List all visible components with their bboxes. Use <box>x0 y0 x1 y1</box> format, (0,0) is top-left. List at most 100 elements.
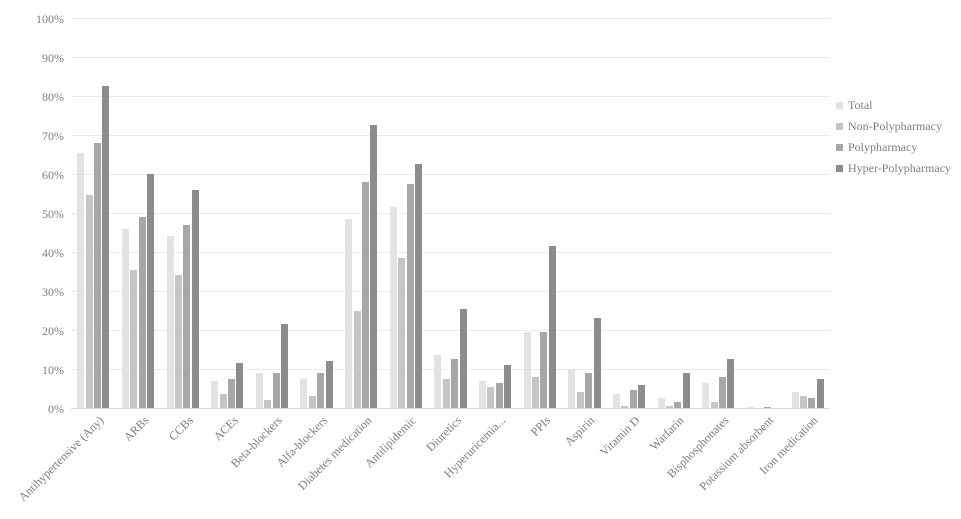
bar-hyper-polypharmacy <box>370 125 378 408</box>
bar-polypharmacy <box>808 398 816 408</box>
bar-hyper-polypharmacy <box>281 324 288 408</box>
bar-total <box>791 392 799 408</box>
bar-total <box>345 218 353 408</box>
bar-hyper-polypharmacy <box>325 361 333 408</box>
gridline <box>71 96 830 97</box>
bar-polypharmacy <box>406 183 414 408</box>
y-tick-label: 40% <box>42 245 64 260</box>
bar-hyper-polypharmacy <box>459 308 467 408</box>
bar-polypharmacy <box>629 390 637 408</box>
bar-total <box>211 380 219 408</box>
bar-polypharmacy <box>94 142 102 408</box>
x-category-label: CCBs <box>165 413 196 444</box>
bar-total <box>479 380 487 408</box>
gridline <box>71 291 830 292</box>
bar-polypharmacy <box>495 382 503 408</box>
x-category-label: Vitamin D <box>596 413 643 459</box>
bar-polypharmacy <box>183 224 191 408</box>
gridline <box>71 18 830 19</box>
bar-non-polypharmacy <box>576 392 584 408</box>
bar-polypharmacy <box>272 372 280 408</box>
bar-non-polypharmacy <box>130 269 138 408</box>
bar-polypharmacy <box>451 359 459 408</box>
legend-label: Non-Polypharmacy <box>848 119 942 133</box>
gridline <box>71 174 830 175</box>
legend-swatch-icon <box>836 144 843 151</box>
bar-total <box>523 331 531 408</box>
bar-hyper-polypharmacy <box>147 174 155 408</box>
bar-polypharmacy <box>361 181 369 408</box>
bar-total <box>389 207 397 408</box>
bar-hyper-polypharmacy <box>414 164 422 408</box>
bar-hyper-polypharmacy <box>191 189 199 408</box>
bar-non-polypharmacy <box>532 376 540 408</box>
bar-non-polypharmacy <box>308 396 316 408</box>
bar-polypharmacy <box>540 331 548 408</box>
y-tick-label: 20% <box>42 323 64 338</box>
x-category-label: Antihypertensive (Any) <box>15 413 107 505</box>
legend-swatch-icon <box>836 165 843 172</box>
bar-hyper-polypharmacy <box>102 86 110 408</box>
legend-item: Total <box>836 99 951 112</box>
bar-hyper-polypharmacy <box>548 246 556 408</box>
bar-hyper-polypharmacy <box>593 318 601 408</box>
bar-non-polypharmacy <box>174 275 182 408</box>
x-category-label: ARBs <box>120 413 152 444</box>
x-category-label: PPIs <box>527 413 553 439</box>
legend-swatch-icon <box>836 123 843 130</box>
bar-total <box>300 378 308 408</box>
y-tick-label: 30% <box>42 284 64 299</box>
bar-non-polypharmacy <box>264 400 272 408</box>
legend-item: Non-Polypharmacy <box>836 120 951 133</box>
bar-total <box>255 372 263 408</box>
bar-non-polypharmacy <box>710 402 718 408</box>
legend-label: Polypharmacy <box>848 140 918 154</box>
bar-total <box>166 236 174 408</box>
bar-total <box>77 152 85 408</box>
bar-non-polypharmacy <box>85 195 93 408</box>
gridline <box>71 213 830 214</box>
bar-total <box>702 382 710 408</box>
gridline <box>71 57 830 58</box>
bar-hyper-polypharmacy <box>236 363 244 408</box>
x-category-label: Aspirin <box>562 413 598 449</box>
bar-polypharmacy <box>138 216 146 408</box>
bar-polypharmacy <box>227 378 235 408</box>
bar-hyper-polypharmacy <box>682 372 690 408</box>
bar-total <box>121 228 129 408</box>
bar-total <box>434 355 442 408</box>
bar-non-polypharmacy <box>219 394 227 408</box>
y-tick-label: 90% <box>42 50 64 65</box>
legend-swatch-icon <box>836 102 843 109</box>
legend: Total Non-Polypharmacy Polypharmacy Hyper-P… <box>836 99 951 183</box>
bar-hyper-polypharmacy <box>504 365 512 408</box>
y-tick-label: 60% <box>42 167 64 182</box>
bar-polypharmacy <box>674 402 682 408</box>
y-tick-label: 50% <box>42 206 64 221</box>
x-category-label: Warfarin <box>647 413 687 454</box>
x-category-label: Diuretics <box>422 413 464 455</box>
gridline <box>71 369 830 370</box>
gridline <box>71 252 830 253</box>
x-category-label: ACEs <box>210 413 241 444</box>
bar-non-polypharmacy <box>442 378 450 408</box>
bar-hyper-polypharmacy <box>816 378 824 408</box>
bar-non-polypharmacy <box>398 257 406 408</box>
bar-polypharmacy <box>763 406 771 408</box>
legend-item: Polypharmacy <box>836 141 951 154</box>
legend-item: Hyper-Polypharmacy <box>836 162 951 175</box>
bar-non-polypharmacy <box>487 386 495 408</box>
bar-total <box>612 394 620 408</box>
x-axis-line <box>71 408 830 409</box>
gridline <box>71 135 830 136</box>
bar-non-polypharmacy <box>799 396 807 408</box>
gridline <box>71 330 830 331</box>
bar-polypharmacy <box>585 372 593 408</box>
y-tick-label: 0% <box>48 401 64 416</box>
bar-total <box>657 398 665 408</box>
bar-non-polypharmacy <box>621 406 629 408</box>
y-tick-label: 80% <box>42 89 64 104</box>
bar-total <box>568 369 576 408</box>
y-tick-label: 10% <box>42 362 64 377</box>
